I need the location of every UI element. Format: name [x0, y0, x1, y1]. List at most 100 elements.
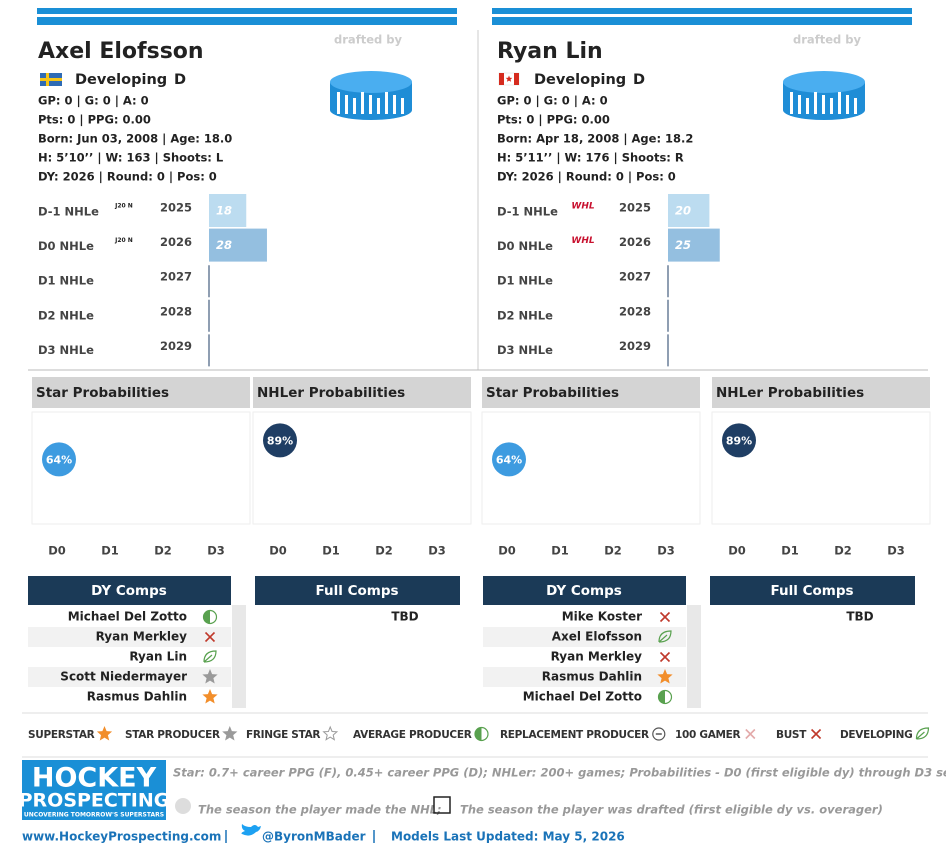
comps-title: Full Comps	[315, 583, 398, 599]
comp-name: Rasmus Dahlin	[87, 690, 187, 704]
period-label: D0	[48, 544, 66, 558]
prob-title: NHLer Probabilities	[257, 385, 405, 401]
nhle-year: 2027	[160, 270, 192, 284]
player-stat: Born: Apr 18, 2008 | Age: 18.2	[497, 132, 693, 146]
puck	[798, 95, 801, 114]
prob-header	[712, 377, 930, 408]
puck	[822, 95, 825, 114]
player-status: Developing	[75, 72, 167, 88]
prob-bubble	[42, 442, 76, 477]
header-bar	[492, 17, 912, 25]
nhle-year: 2028	[160, 304, 192, 318]
icon-replacement	[652, 727, 666, 741]
logo-text: HOCKEY	[32, 763, 157, 794]
scrollbar	[687, 605, 701, 708]
nhle-value: 25	[675, 238, 691, 252]
prob-bubble	[492, 442, 526, 477]
legend-label: BUST	[776, 729, 807, 741]
icon-star-producer	[222, 726, 238, 741]
nhle-year: 2025	[619, 201, 651, 215]
nhl-marker	[175, 798, 191, 814]
puck	[806, 98, 809, 114]
comps-header	[710, 576, 915, 605]
player-stat: DY: 2026 | Round: 0 | Pos: 0	[38, 170, 217, 184]
nhle-year: 2027	[619, 270, 651, 284]
player-stat: Pts: 0 | PPG: 0.00	[497, 113, 610, 127]
footer-note: Star: 0.7+ career PPG (F), 0.45+ career …	[173, 766, 946, 780]
legend-label: AVERAGE PRODUCER	[353, 729, 472, 741]
logo-text: PROSPECTING	[19, 790, 170, 812]
prob-title: Star Probabilities	[36, 385, 169, 401]
puck	[369, 95, 372, 114]
twitter-link[interactable]: @ByronMBader	[262, 830, 366, 844]
prob-bubble	[722, 423, 756, 458]
icon-superstar	[202, 689, 218, 704]
comp-row	[483, 627, 686, 647]
legend-label: DEVELOPING	[840, 729, 912, 741]
nhle-year: 2026	[160, 235, 192, 249]
icon-superstar	[96, 726, 113, 741]
nhle-label: D3 NHLe	[497, 343, 553, 357]
prob-title: NHLer Probabilities	[716, 385, 864, 401]
comp-row	[28, 667, 231, 687]
player-status: Developing	[534, 72, 626, 88]
nhle-bar	[209, 194, 247, 227]
comp-name: Scott Niedermayer	[60, 670, 187, 684]
nhle-value: 18	[216, 204, 232, 218]
icon-fringe-star	[322, 725, 339, 741]
prob-header	[253, 377, 471, 408]
logo-tagline: UNCOVERING TOMORROW'S SUPERSTARS	[24, 812, 164, 819]
prob-label: 89%	[726, 434, 752, 447]
puck	[814, 92, 817, 114]
legend-label: FRINGE STAR	[246, 729, 320, 741]
legend-label: SUPERSTAR	[28, 729, 95, 741]
nhle-label: D3 NHLe	[38, 343, 94, 357]
nhle-label: D2 NHLe	[497, 308, 553, 322]
icon-bust	[659, 611, 671, 623]
flag	[499, 73, 504, 85]
period-label: D3	[657, 544, 675, 558]
header-bar	[37, 8, 457, 14]
league-logo: WHL	[571, 236, 594, 246]
nhle-year: 2025	[160, 201, 192, 215]
comps-header	[28, 576, 231, 605]
comp-name: Michael Del Zotto	[68, 610, 187, 624]
puck	[838, 92, 841, 114]
flag	[505, 75, 513, 82]
period-label: D3	[207, 544, 225, 558]
nhle-label: D2 NHLe	[38, 308, 94, 322]
puck	[345, 95, 348, 114]
period-label: D2	[604, 544, 622, 558]
league-logo: WHL	[571, 202, 594, 212]
nhle-year: 2029	[160, 339, 192, 353]
comps-header	[255, 576, 460, 605]
icon-star-producer	[202, 669, 218, 684]
nhle-label: D-1 NHLe	[497, 205, 558, 219]
period-label: D3	[428, 544, 446, 558]
puck	[401, 98, 404, 114]
prob-label: 89%	[267, 434, 293, 447]
icon-bust	[810, 728, 822, 740]
player-position: D	[633, 72, 645, 88]
player-stat: Pts: 0 | PPG: 0.00	[38, 113, 151, 127]
puck	[846, 95, 849, 114]
website-link[interactable]: www.HockeyProspecting.com	[22, 830, 221, 844]
prob-label: 64%	[496, 453, 522, 466]
flag	[40, 78, 62, 81]
puck	[330, 71, 412, 93]
header-bar	[492, 8, 912, 14]
nhle-label: D1 NHLe	[497, 274, 553, 288]
logo-box	[22, 760, 166, 820]
period-label: D1	[322, 544, 340, 558]
nhle-value: 28	[216, 238, 232, 252]
comp-row	[483, 667, 686, 687]
comp-row	[28, 627, 231, 647]
icon-100-gamer	[745, 728, 756, 740]
icon-developing	[203, 650, 217, 663]
comp-name: TBD	[846, 610, 873, 624]
prob-header	[32, 377, 250, 408]
period-label: D2	[375, 544, 393, 558]
comps-title: DY Comps	[91, 583, 167, 599]
prob-header	[482, 377, 700, 408]
